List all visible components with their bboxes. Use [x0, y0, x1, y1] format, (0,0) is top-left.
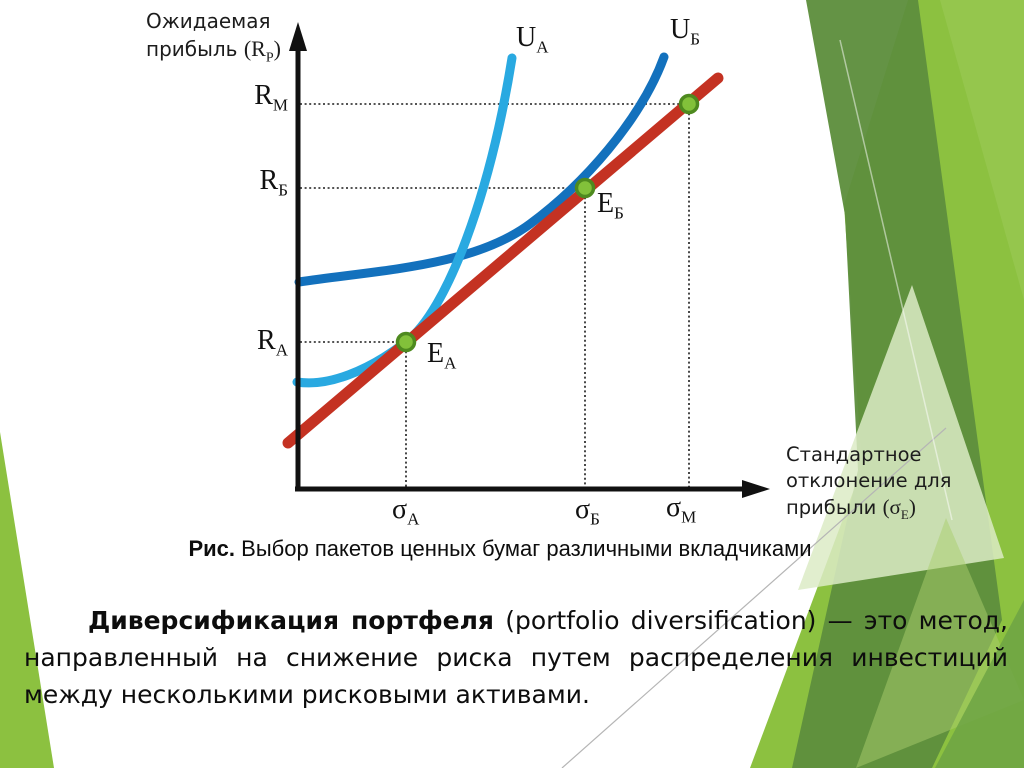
curve-label-ua: UA [516, 22, 549, 57]
y-axis-title-line1: Ожидаемая [146, 9, 271, 33]
decor-deep-corner [935, 600, 1024, 768]
x-axis-title: Стандартное отклонение для прибыли (σE) [786, 442, 986, 521]
point-eb [574, 177, 596, 199]
x-axis-title-line1: Стандартное [786, 443, 922, 466]
x-axis-title-line3: прибыли (σE) [786, 495, 916, 523]
y-tick-rb: RБ [259, 165, 288, 200]
axes [289, 22, 770, 498]
x-tick-sm: σM [666, 492, 697, 527]
figure-caption-text: Выбор пакетов ценных бумаг различными вк… [235, 536, 812, 561]
x-axis-arrow [742, 480, 770, 498]
point-label-eb: EБ [597, 188, 624, 223]
definition-text: (portfolio diversification) — это метод,… [24, 606, 1008, 709]
definition-term: Диверсификация портфеля [88, 606, 494, 635]
point-m [678, 93, 700, 115]
figure-caption: Рис. Выбор пакетов ценных бумаг различны… [0, 536, 1000, 562]
guide-lines [300, 103, 690, 487]
definition-paragraph: Диверсификация портфеля (portfolio diver… [24, 602, 1008, 713]
y-axis-title-line2: прибыль (RP) [146, 36, 281, 66]
x-tick-sb: σБ [575, 494, 600, 529]
portfolio-points [395, 93, 700, 353]
decor-hairline-white [839, 39, 953, 521]
curve-label-ub: UБ [670, 14, 700, 49]
utility-curve-b [294, 52, 669, 287]
point-label-ea: EA [427, 338, 457, 373]
y-axis-title: Ожидаемая прибыль (RP) [146, 8, 316, 66]
capital-market-line [282, 72, 724, 449]
point-ea [395, 331, 417, 353]
y-tick-rm: RM [254, 80, 288, 115]
decor-hairline-gray [561, 427, 947, 768]
x-tick-sa: σA [392, 494, 420, 529]
y-axis-arrow [289, 22, 307, 51]
x-axis-title-line2: отклонение для [786, 469, 952, 492]
figure-caption-label: Рис. [188, 536, 236, 561]
y-tick-ra: RA [257, 325, 288, 360]
decor-pale-top-right [940, 0, 1024, 300]
decor-left-wedge [0, 432, 54, 768]
